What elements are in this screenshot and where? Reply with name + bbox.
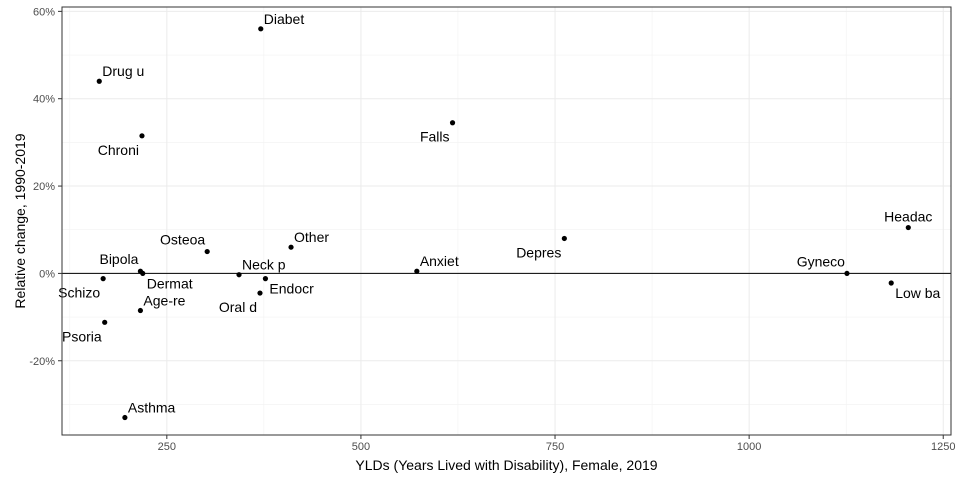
x-tick-label: 250 xyxy=(158,441,176,453)
data-point xyxy=(262,276,269,282)
point-label: Anxiet xyxy=(420,253,459,269)
y-axis: -20% 0% 20% 40% 60% xyxy=(29,6,62,368)
point-label: Low ba xyxy=(895,285,940,301)
data-point xyxy=(905,224,911,231)
data-point xyxy=(122,414,128,421)
point-label: Psoria xyxy=(62,328,102,344)
point-label: Chroni xyxy=(98,142,139,158)
data-point xyxy=(888,280,894,286)
point-label: Diabet xyxy=(264,11,305,27)
x-tick-label: 1250 xyxy=(931,441,955,453)
plot-panel-border xyxy=(61,6,952,436)
data-point xyxy=(414,268,420,274)
y-axis-title: Relative change, 1990-2019 xyxy=(12,133,28,308)
point-label: Osteoa xyxy=(160,232,205,248)
x-axis: 250 500 750 1000 1250 xyxy=(158,435,955,453)
data-point xyxy=(96,78,102,84)
data-point xyxy=(137,307,144,314)
x-tick-label: 1000 xyxy=(737,441,761,453)
point-label: Oral d xyxy=(219,299,257,315)
point-label: Drug u xyxy=(102,63,144,79)
point-label: Schizo xyxy=(58,285,100,301)
data-point xyxy=(236,272,242,278)
point-label: Bipola xyxy=(99,251,138,267)
data-point xyxy=(204,248,210,255)
grid xyxy=(62,7,951,435)
y-tick-label: 20% xyxy=(33,181,55,193)
point-label: Neck p xyxy=(242,257,286,273)
point-labels: Diabet Drug u Chroni Falls Headac Depres Other… xyxy=(58,11,940,416)
data-point xyxy=(100,276,106,282)
data-point xyxy=(844,270,850,277)
data-point xyxy=(257,290,263,296)
x-tick-label: 750 xyxy=(546,441,564,453)
data-points xyxy=(96,26,911,421)
x-tick-label: 500 xyxy=(352,441,370,453)
point-label: Other xyxy=(294,229,329,245)
data-point xyxy=(561,235,567,242)
point-label: Endocr xyxy=(269,281,314,297)
point-label: Gyneco xyxy=(797,253,845,269)
point-label: Age-re xyxy=(143,293,185,309)
point-label: Dermat xyxy=(147,275,193,291)
data-point xyxy=(102,319,108,325)
y-tick-label: 60% xyxy=(33,6,55,18)
x-axis-title: YLDs (Years Lived with Disability), Fema… xyxy=(355,457,657,473)
data-point xyxy=(449,120,456,126)
data-point xyxy=(258,26,264,32)
y-tick-label: 0% xyxy=(39,268,55,280)
point-label: Asthma xyxy=(128,400,176,416)
data-point xyxy=(288,244,294,250)
point-label: Falls xyxy=(420,129,450,145)
point-label: Depres xyxy=(516,244,561,260)
data-point xyxy=(140,270,146,277)
data-point xyxy=(139,133,145,139)
y-tick-label: -20% xyxy=(29,356,55,368)
point-label: Headac xyxy=(884,209,932,225)
y-tick-label: 40% xyxy=(33,94,55,106)
